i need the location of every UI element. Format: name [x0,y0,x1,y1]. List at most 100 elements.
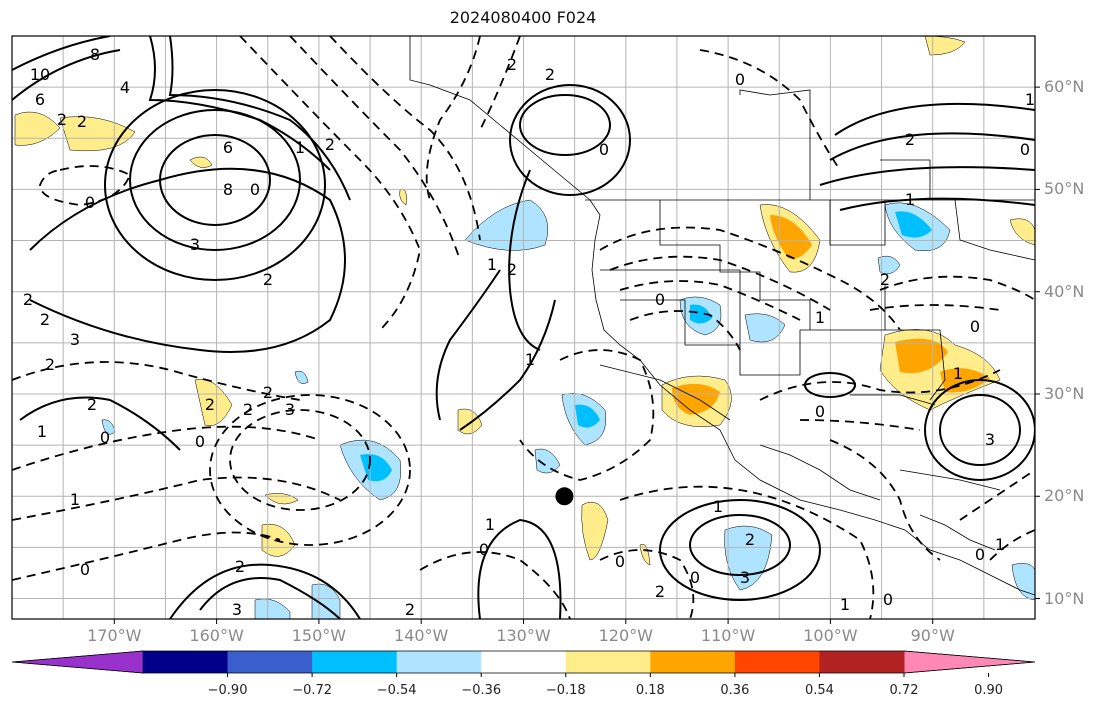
contour-layer [12,36,1035,619]
longitude-label: 150°W [291,626,347,645]
shade-orange [924,36,966,56]
contour-label: 0 [815,402,825,421]
shade-blue [464,199,549,251]
contour-label: 0 [690,568,700,587]
latitude-label: 50°N [1044,179,1085,199]
contour-label: 2 [263,383,273,402]
shade-blue [895,211,932,238]
contour-label: 0 [479,540,489,559]
contour-label: 1 [295,138,305,157]
contour-label: 8 [90,45,100,64]
longitude-ticks [113,619,934,624]
contour-label: 2 [23,290,33,309]
contour-label: 0 [615,552,625,571]
contour-label: 0 [1020,140,1030,159]
shade-blue [294,370,309,384]
contour-label: 0 [655,290,665,309]
chart-title: 2024080400 F024 [449,8,597,27]
contour-label: 2 [205,395,215,414]
contour-label: 1 [37,422,47,441]
colorbar-tick-label: −0.90 [207,683,248,698]
latitude-ticks [1035,86,1040,600]
latitude-label: 20°N [1044,486,1085,506]
colorbar-tick-label: 0.90 [974,683,1004,698]
contour-label: 0 [195,432,205,451]
contour-label: 0 [975,545,985,564]
contour-label: 6 [223,138,233,157]
contour-label: 8 [223,180,233,199]
shade-orange [581,501,609,561]
colorbar-tick-label: 0.54 [804,683,834,698]
contour-label: 3 [985,430,995,449]
longitude-label: 140°W [394,626,449,645]
contour-label: 4 [120,78,130,97]
colorbar-tick-label: −0.54 [376,683,417,698]
contour-label: 0 [80,560,90,579]
contour-label: 3 [285,400,295,419]
contour-label: 2 [655,582,665,601]
latitude-label: 40°N [1044,281,1085,301]
shade-blue [360,454,392,482]
contour-label: 2 [507,260,517,279]
shade-blue [575,404,600,428]
longitude-label: 110°W [700,626,756,645]
contour-label: 6 [35,90,45,109]
longitude-label: 120°W [598,626,653,645]
contour-label: 3 [190,235,200,254]
longitude-label: 90°W [910,626,955,645]
contour-label: 1 [485,515,495,534]
contour-label: 2 [87,395,97,414]
longitude-label: 170°W [87,626,142,645]
contour-label: 2 [745,530,755,549]
contour-label: 2 [77,112,87,131]
contour-label: 1 [487,255,497,274]
colorbar-tick-label: −0.36 [461,683,502,698]
contour-label: 2 [235,557,245,576]
contour-label: 2 [545,65,555,84]
contour-label: 1 [713,497,723,516]
colorbar-tick-label: −0.18 [545,683,586,698]
contour-label: 2 [325,135,335,154]
shade-blue [877,255,901,275]
shade-blue [101,419,116,435]
longitude-label: 100°W [803,626,858,645]
longitude-label: 130°W [496,626,551,645]
contour-label: 2 [880,270,890,289]
contour-label: 2 [405,600,415,619]
contour-label: 3 [740,568,750,587]
contour-label: 2 [507,55,517,74]
shade-blue [254,598,291,619]
shade-blue [744,313,786,343]
contour-label: 2 [40,310,50,329]
contour-label: 1 [953,364,963,383]
longitude-label: 160°W [189,626,244,645]
colorbar-tick-label: 0.72 [889,683,919,698]
contour-label: 0 [883,590,893,609]
contour-label: 1 [840,595,850,614]
shade-orange [1009,218,1035,246]
contour-label: 1 [905,190,915,209]
contour-label: 1 [815,308,825,327]
contour-label: 0 [85,193,95,212]
contour-label: 1 [995,535,1005,554]
contour-label: 0 [735,70,745,89]
colorbar-tick-label: 0.18 [635,683,665,698]
contour-label: 2 [57,110,67,129]
contour-label: 2 [243,400,253,419]
shade-orange [189,156,213,168]
contour-label: 2 [45,355,55,374]
shade-blue [1011,563,1035,601]
shade-blue [534,448,561,474]
contour-label: 0 [250,180,260,199]
latitude-label: 30°N [1044,383,1085,403]
contour-label: 2 [263,270,273,289]
contour-label: 0 [599,140,609,159]
contour-label: 3 [70,330,80,349]
contour-label: 1 [525,350,535,369]
shade-orange [14,111,61,146]
shade-orange [639,543,651,566]
contour-label: 10 [30,65,50,84]
shade-orange [770,215,812,259]
